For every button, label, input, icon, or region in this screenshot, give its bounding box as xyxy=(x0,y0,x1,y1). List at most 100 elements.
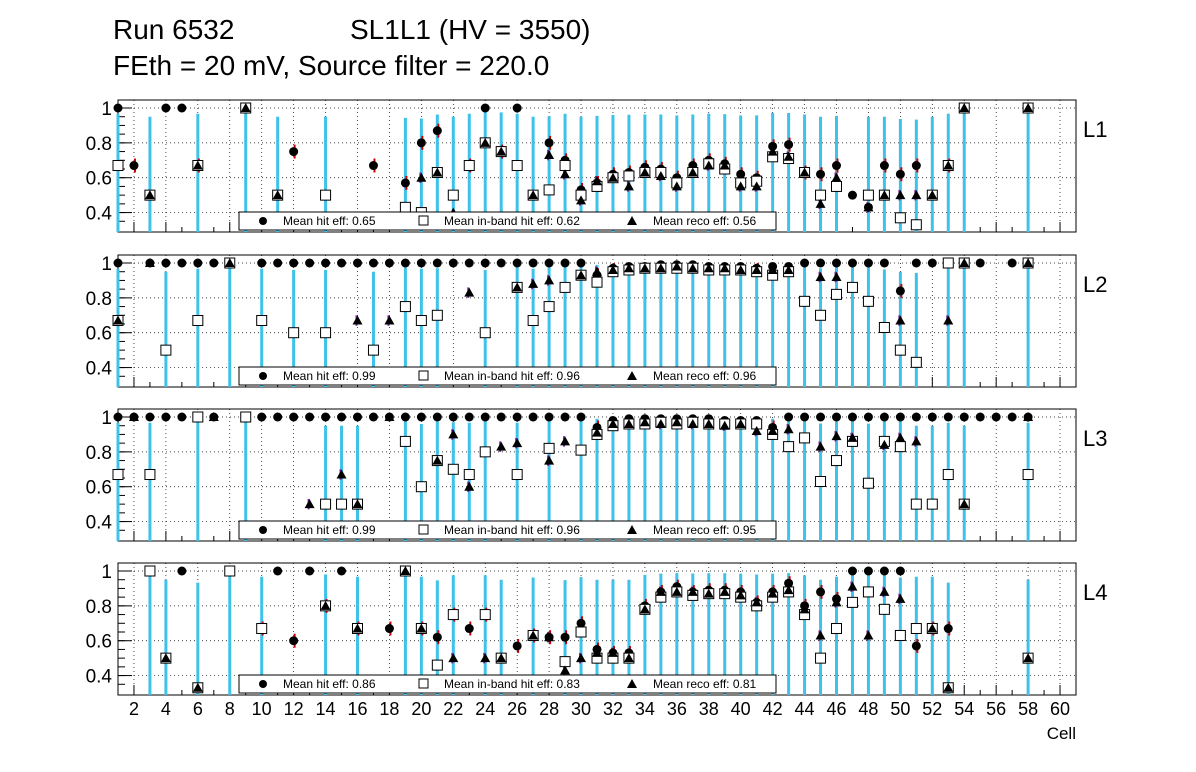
reco-eff-marker xyxy=(607,418,618,428)
legend-box xyxy=(238,674,777,694)
reco-eff-marker xyxy=(847,581,858,591)
y-tick-label: 0.4 xyxy=(86,204,113,225)
x-tick-label: 6 xyxy=(193,699,203,719)
reco-eff-marker xyxy=(879,439,890,449)
reco-eff-marker xyxy=(144,190,155,200)
reco-eff-marker xyxy=(879,586,890,596)
reco-eff-marker xyxy=(687,418,698,428)
reco-eff-marker xyxy=(480,137,491,147)
reco-eff-marker xyxy=(592,266,602,276)
x-tick-label: 28 xyxy=(539,699,559,719)
reco-eff-marker xyxy=(432,455,443,465)
inband-eff-marker xyxy=(479,327,491,339)
reco-eff-marker xyxy=(623,263,634,273)
legend: Mean hit eff: 0.99 Mean in-band hit eff: … xyxy=(238,366,777,386)
inband-eff-marker xyxy=(910,219,922,231)
reco-eff-marker xyxy=(544,455,555,465)
hit-eff-marker xyxy=(943,624,953,634)
y-tick-label: 0.4 xyxy=(86,667,113,688)
inband-eff-marker xyxy=(910,623,922,635)
reco-eff-marker xyxy=(320,600,331,610)
hit-eff-marker xyxy=(560,258,570,268)
hit-eff-marker xyxy=(289,147,299,157)
hit-eff-marker xyxy=(209,258,219,268)
y-tick-label: 0.6 xyxy=(86,169,112,190)
hit-eff-marker xyxy=(384,624,394,634)
hit-eff-marker xyxy=(576,618,586,628)
hit-eff-marker xyxy=(496,412,506,422)
reco-eff-marker xyxy=(464,287,475,297)
hit-eff-marker xyxy=(512,103,522,113)
hit-eff-marker xyxy=(416,412,426,422)
x-axis-label: Cell xyxy=(1047,724,1076,743)
reco-eff-marker xyxy=(767,264,778,274)
reco-eff-marker xyxy=(895,315,906,325)
hit-eff-marker xyxy=(161,412,171,422)
hit-eff-marker xyxy=(895,286,905,296)
hit-eff-marker xyxy=(177,103,187,113)
reco-eff-marker xyxy=(767,146,778,156)
reco-eff-marker xyxy=(240,103,251,112)
reco-eff-marker xyxy=(655,170,666,180)
legend-hit-label: Mean hit eff: 0.99 xyxy=(283,523,376,537)
hit-eff-marker xyxy=(768,141,778,151)
reco-eff-marker xyxy=(895,593,906,603)
inband-eff-marker xyxy=(846,281,858,293)
hit-eff-marker xyxy=(305,258,315,268)
inband-eff-marker xyxy=(623,170,635,182)
reco-eff-marker xyxy=(943,682,954,692)
hit-eff-marker xyxy=(337,258,347,268)
reco-eff-marker xyxy=(416,623,427,633)
hit-eff-marker xyxy=(464,624,474,634)
inband-eff-marker xyxy=(591,276,603,288)
reco-eff-marker xyxy=(192,160,203,170)
reco-eff-marker xyxy=(687,263,698,273)
inband-eff-marker xyxy=(815,475,827,487)
inband-eff-marker xyxy=(288,327,300,339)
reco-eff-marker xyxy=(751,597,762,607)
reco-eff-marker xyxy=(783,585,794,595)
y-tick-label: 0.8 xyxy=(86,134,112,155)
y-tick-label: 0.8 xyxy=(86,289,112,310)
hit-eff-marker xyxy=(879,412,889,422)
reco-eff-marker xyxy=(1023,258,1034,267)
hit-eff-marker xyxy=(337,566,347,576)
y-tick-label: 1 xyxy=(101,408,112,429)
hit-eff-marker xyxy=(193,258,203,268)
reco-eff-marker xyxy=(815,441,826,451)
legend-inband-label: Mean in-band hit eff: 0.83 xyxy=(444,677,580,691)
reco-eff-marker xyxy=(544,275,555,285)
reco-eff-marker xyxy=(592,647,602,657)
y-tick-label: 0.6 xyxy=(86,632,112,653)
reco-eff-marker xyxy=(639,263,650,273)
panel-l3: 0.4 0.6 0.8 1 Mean hit eff: 0.99 Mean in-band… xyxy=(86,408,1107,542)
inband-eff-marker xyxy=(336,498,348,510)
hit-eff-marker xyxy=(975,258,985,268)
reco-eff-marker xyxy=(560,665,571,675)
hit-eff-marker xyxy=(368,258,378,268)
inband-eff-marker xyxy=(878,321,890,333)
legend-reco-label: Mean reco eff: 0.56 xyxy=(653,214,757,228)
hit-eff-marker xyxy=(544,258,554,268)
inband-eff-marker xyxy=(878,603,890,615)
inband-eff-marker xyxy=(463,469,475,481)
reco-eff-marker xyxy=(592,176,602,186)
reco-eff-marker xyxy=(799,167,810,177)
hit-eff-marker xyxy=(161,103,171,113)
y-tick-label: 0.4 xyxy=(86,359,113,380)
x-tick-label: 50 xyxy=(890,699,910,719)
hit-eff-marker xyxy=(895,412,905,422)
y-tick-label: 0.8 xyxy=(86,443,112,464)
inband-eff-marker xyxy=(894,344,906,356)
hit-eff-marker xyxy=(257,258,267,268)
reco-eff-marker xyxy=(879,190,890,200)
inband-eff-marker xyxy=(399,201,411,213)
x-tick-label: 10 xyxy=(252,699,272,719)
hit-eff-marker xyxy=(432,632,442,642)
hit-eff-marker xyxy=(448,412,458,422)
layer-label-l2: L2 xyxy=(1083,272,1107,297)
reco-eff-marker xyxy=(703,588,714,598)
reco-eff-marker xyxy=(400,566,411,575)
reco-eff-marker xyxy=(735,181,746,191)
